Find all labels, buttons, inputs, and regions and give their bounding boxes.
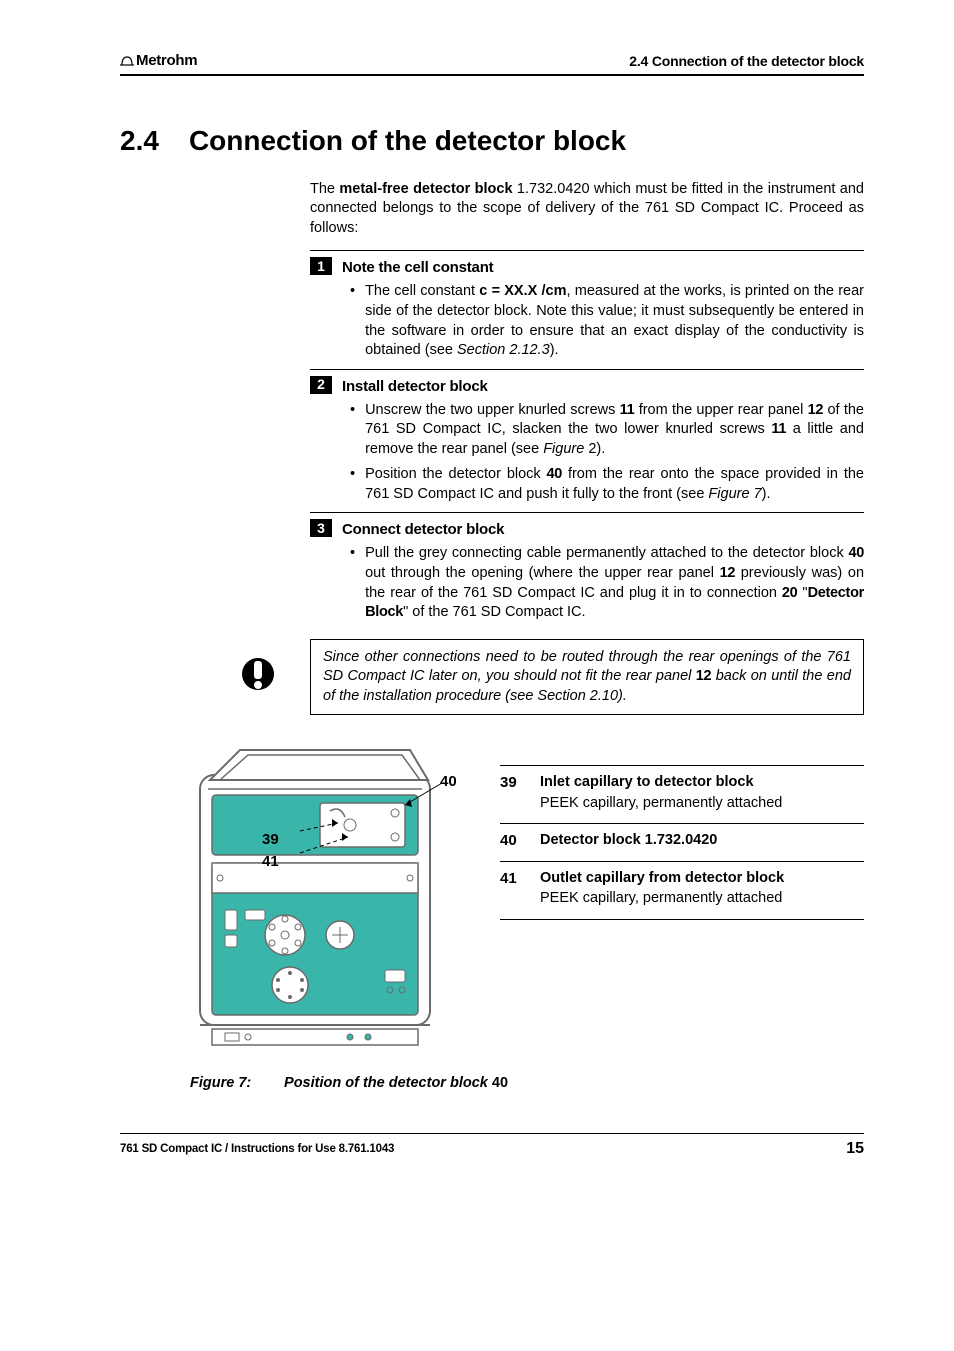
legend-number: 39 (500, 772, 540, 813)
footer-doc-info: 761 SD Compact IC / Instructions for Use… (120, 1141, 394, 1157)
figure-caption: Figure 7: Position of the detector block… (190, 1073, 864, 1093)
step-block: 3 Connect detector block Pull the grey con… (310, 512, 864, 622)
page-footer: 761 SD Compact IC / Instructions for Use… (120, 1133, 864, 1160)
legend-item: 39 Inlet capillary to detector block PEEK… (500, 765, 864, 823)
legend-title: Detector block 1.732.0420 (540, 832, 717, 848)
legend-subtitle: PEEK capillary, permanently attached (540, 890, 782, 906)
step-bullet: Unscrew the two upper knurled screws 11 … (350, 401, 864, 460)
page-number: 15 (846, 1138, 864, 1160)
section-title: 2.4Connection of the detector block (120, 121, 864, 160)
step-bullet: The cell constant c = XX.X /cm, measured… (350, 282, 864, 360)
step-title: Connect detector block (342, 519, 504, 540)
legend-title: Outlet capillary from detector block (540, 870, 784, 886)
legend-item: 40 Detector block 1.732.0420 (500, 823, 864, 861)
step-title: Install detector block (342, 376, 488, 397)
important-note: Since other connections need to be route… (240, 639, 864, 716)
figure-legend: 39 Inlet capillary to detector block PEEK… (500, 765, 864, 919)
figure-row: 40 39 41 39 Inlet capillary to detector … (190, 735, 864, 1061)
legend-number: 40 (500, 830, 540, 851)
callout-39: 39 (262, 829, 279, 850)
callout-41: 41 (262, 851, 279, 872)
legend-item: 41 Outlet capillary from detector block P… (500, 861, 864, 920)
page-header: Metrohm 2.4 Connection of the detector b… (120, 50, 864, 76)
step-number: 3 (310, 519, 332, 537)
step-block: 1 Note the cell constant The cell constant… (310, 250, 864, 360)
warning-icon (240, 649, 295, 705)
step-number: 2 (310, 376, 332, 394)
figure-7-illustration: 40 39 41 (190, 735, 470, 1061)
section-ref: 2.4 Connection of the detector block (629, 52, 864, 72)
intro-paragraph: The metal-free detector block 1.732.0420… (310, 180, 864, 239)
step-number: 1 (310, 257, 332, 275)
step-bullet: Position the detector block 40 from the … (350, 465, 864, 504)
step-bullet: Pull the grey connecting cable permanent… (350, 544, 864, 622)
step-title: Note the cell constant (342, 257, 493, 278)
legend-number: 41 (500, 868, 540, 909)
step-block: 2 Install detector block Unscrew the two u… (310, 369, 864, 505)
brand-icon (120, 51, 134, 72)
brand-logo: Metrohm (120, 50, 197, 72)
legend-subtitle: PEEK capillary, permanently attached (540, 795, 782, 811)
callout-40: 40 (440, 771, 457, 792)
note-text: Since other connections need to be route… (310, 639, 864, 716)
legend-title: Inlet capillary to detector block (540, 774, 754, 790)
